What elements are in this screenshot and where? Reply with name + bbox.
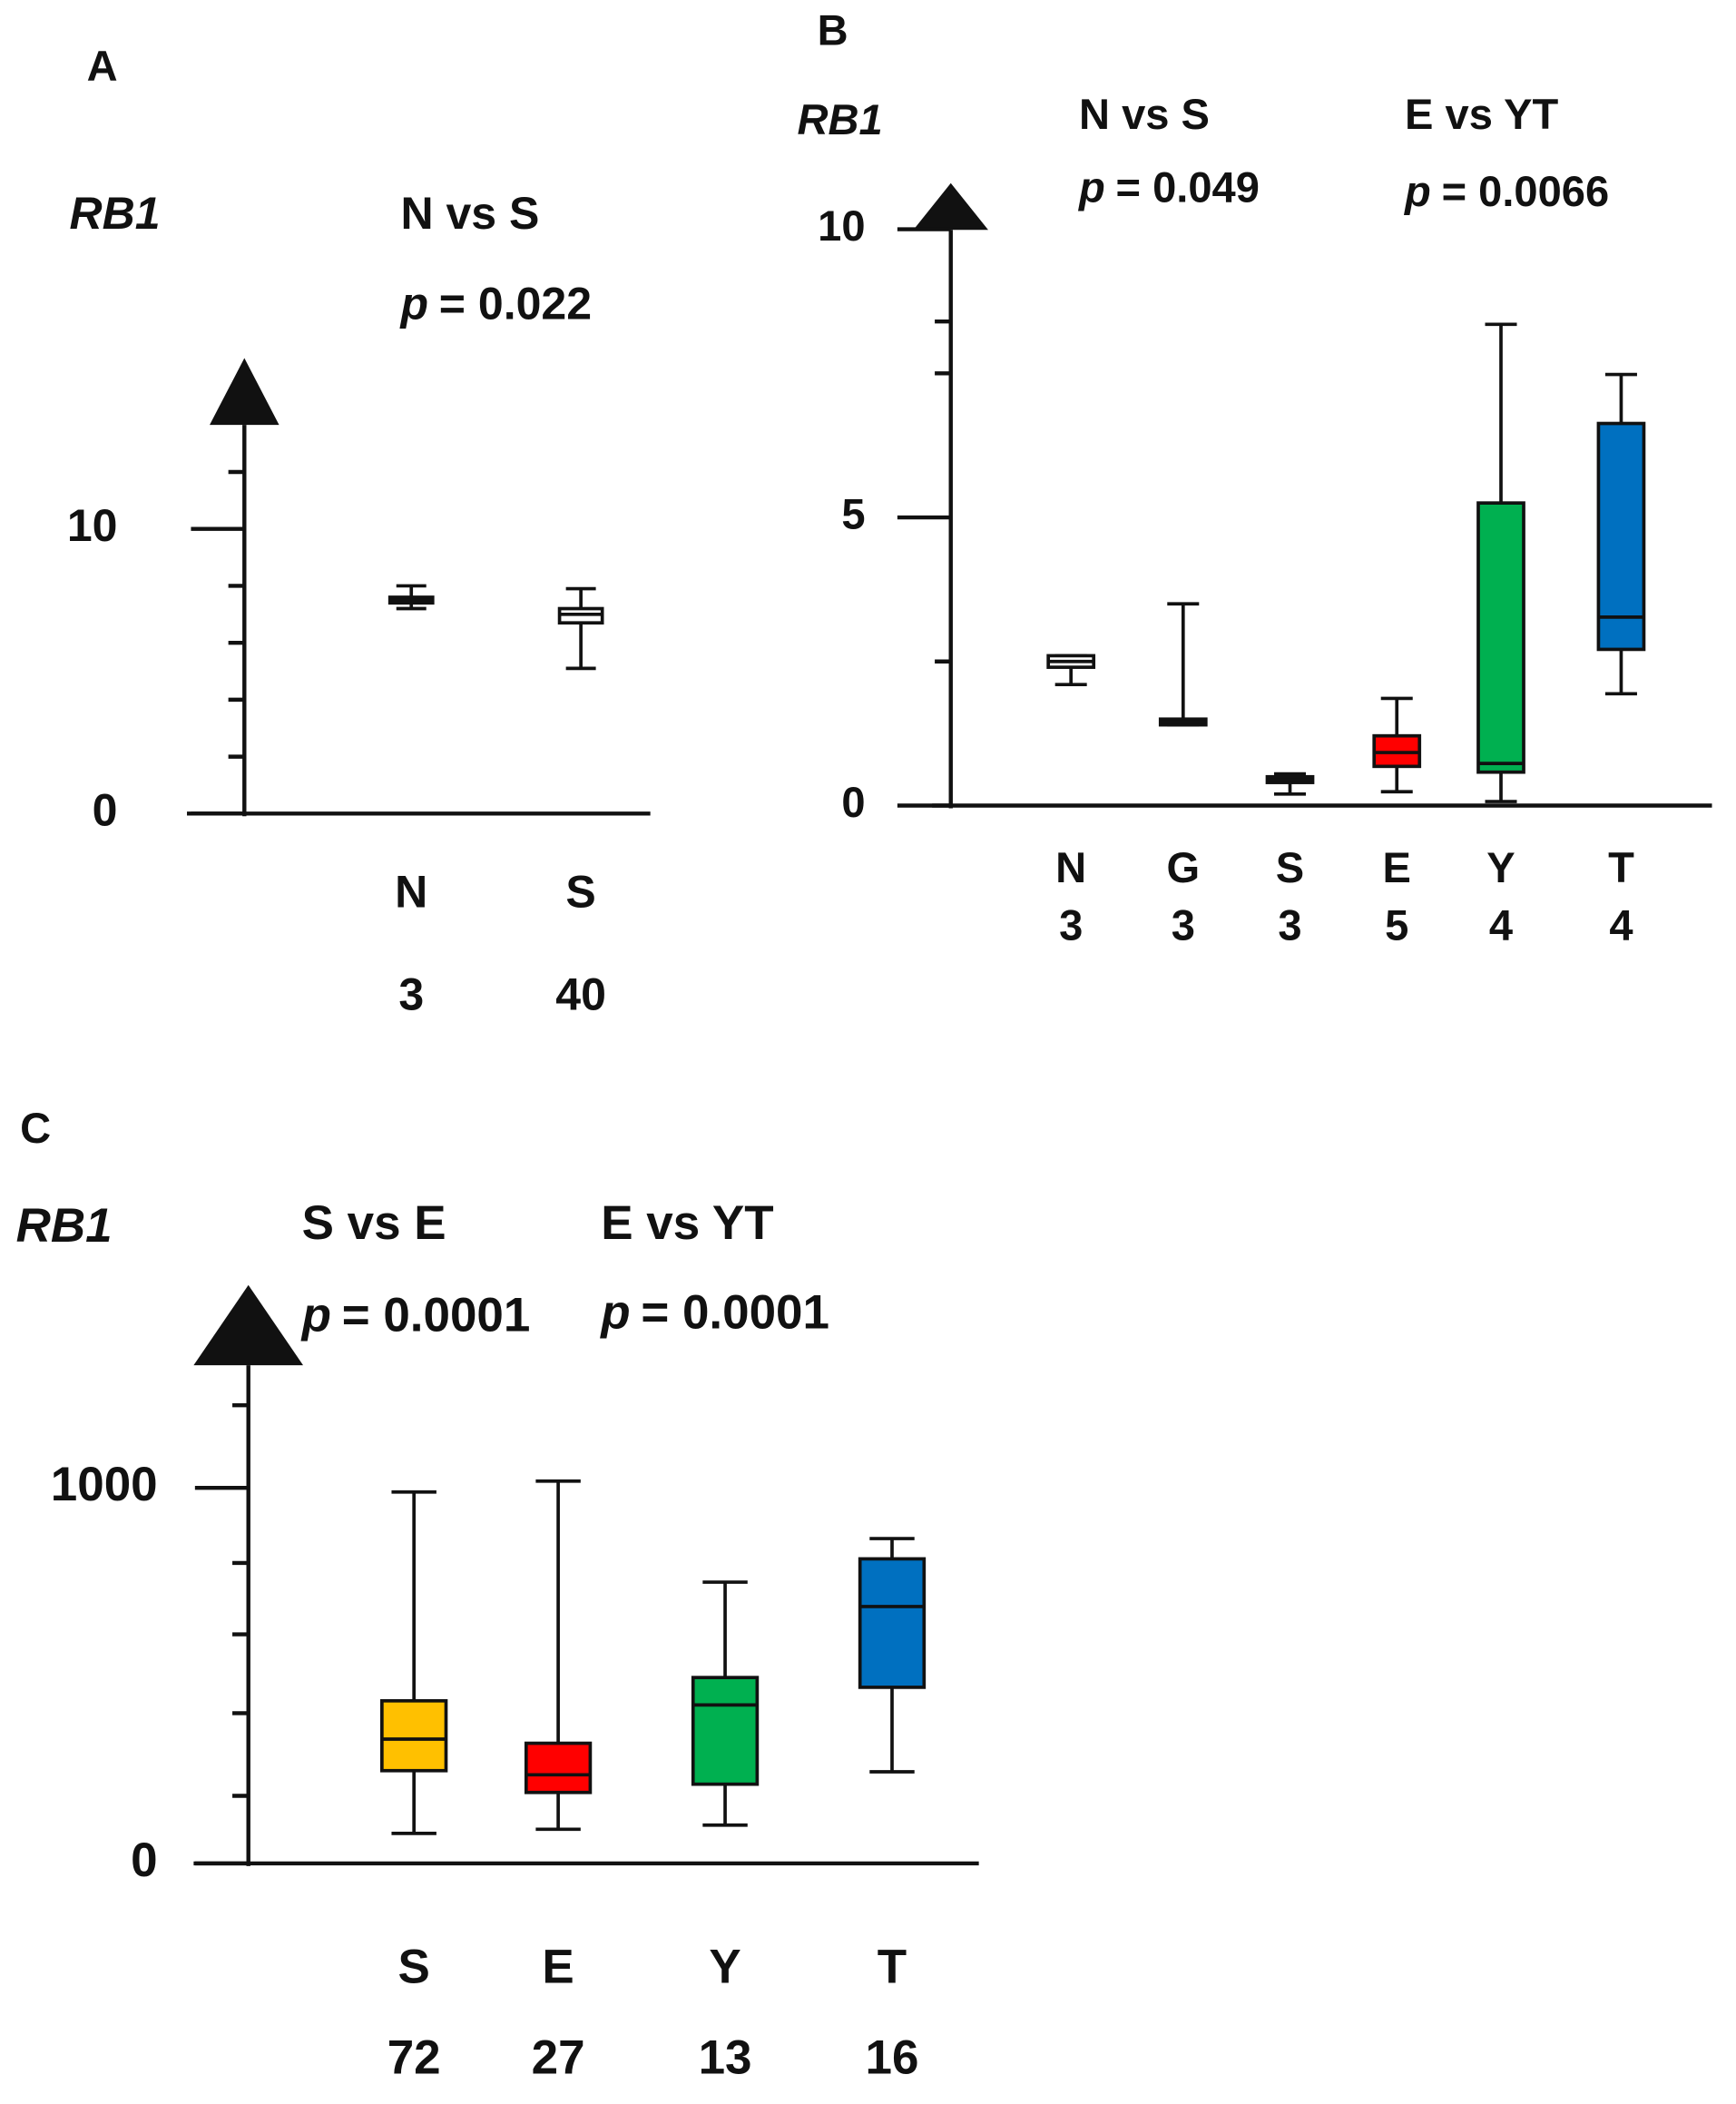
box (524, 1741, 593, 1794)
count-label: 4 (1489, 900, 1513, 949)
count-label: 3 (1059, 900, 1083, 949)
comparison-label: E vs YT (1405, 90, 1558, 138)
y-axis-label: RB1 (798, 95, 883, 143)
count-label: 13 (699, 2031, 752, 2085)
box (380, 1698, 448, 1773)
y-tick-label: 10 (67, 500, 118, 551)
x-tick-label: T (878, 1941, 907, 1994)
y-tick-label: 0 (841, 778, 865, 826)
p-value: p = 0.0001 (300, 1289, 531, 1342)
y-tick-label: 1000 (51, 1458, 158, 1511)
y-axis-arrow (193, 1284, 304, 1366)
p-symbol: p (1077, 163, 1105, 211)
p-value-text: = 0.0001 (342, 1289, 531, 1342)
panel-label: C (20, 1104, 51, 1152)
y-axis-arrow (913, 182, 988, 231)
p-symbol: p (398, 279, 428, 329)
p-value: p = 0.0066 (1403, 167, 1609, 215)
p-value-text: = 0.0001 (641, 1286, 829, 1340)
p-symbol: p (1403, 167, 1431, 215)
box (1476, 501, 1525, 774)
p-value: p = 0.0001 (599, 1286, 829, 1340)
p-symbol: p (300, 1289, 331, 1342)
count-label: 27 (532, 2031, 585, 2085)
x-tick-label: E (1383, 843, 1411, 891)
p-value-text: = 0.0066 (1442, 167, 1610, 215)
panel-label: A (87, 42, 118, 90)
p-value: p = 0.049 (1077, 163, 1260, 211)
count-label: 40 (555, 969, 606, 1020)
x-tick-label: S (398, 1941, 430, 1994)
x-tick-label: S (1276, 843, 1304, 891)
comparison-label: N vs S (1079, 90, 1210, 138)
box (691, 1676, 760, 1786)
panel-label: B (818, 5, 848, 54)
count-label: 4 (1609, 900, 1633, 949)
p-value: p = 0.022 (398, 279, 592, 329)
comparison-label: E vs YT (601, 1196, 773, 1250)
comparison-label: S vs E (302, 1196, 446, 1250)
y-tick-label: 5 (841, 489, 865, 537)
p-value-text: = 0.049 (1116, 163, 1260, 211)
x-tick-label: T (1608, 843, 1634, 891)
y-tick-label: 10 (818, 202, 865, 250)
box (858, 1557, 927, 1689)
p-value-text: = 0.022 (439, 279, 592, 329)
count-label: 3 (398, 969, 424, 1020)
x-tick-label: N (395, 866, 427, 917)
count-label: 16 (866, 2031, 919, 2085)
x-tick-label: S (565, 866, 595, 917)
count-label: 5 (1385, 900, 1408, 949)
y-axis-label: RB1 (70, 188, 161, 239)
p-symbol: p (599, 1286, 630, 1340)
y-tick-label: 0 (131, 1834, 157, 1887)
comparison-label: N vs S (400, 188, 539, 239)
count-label: 3 (1172, 900, 1195, 949)
x-tick-label: Y (709, 1941, 740, 1994)
x-tick-label: N (1055, 843, 1086, 891)
y-axis-arrow (210, 358, 280, 426)
x-tick-label: G (1166, 843, 1200, 891)
y-tick-label: 0 (93, 785, 118, 836)
count-label: 72 (387, 2031, 441, 2085)
count-label: 3 (1278, 900, 1301, 949)
x-tick-label: E (542, 1941, 574, 1994)
y-axis-label: RB1 (16, 1199, 113, 1253)
x-tick-label: Y (1486, 843, 1515, 891)
box (1596, 421, 1646, 652)
